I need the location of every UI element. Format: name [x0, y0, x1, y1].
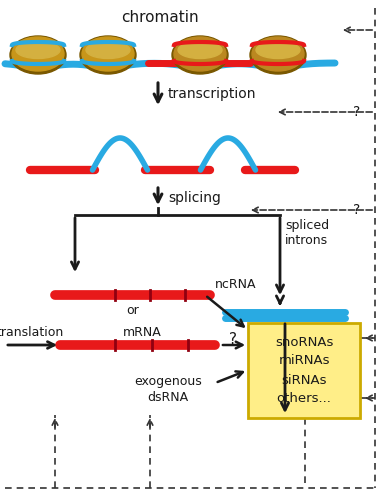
Text: spliced
introns: spliced introns: [285, 218, 329, 247]
Ellipse shape: [256, 41, 300, 58]
Text: ncRNA: ncRNA: [215, 279, 256, 291]
Text: or: or: [126, 304, 139, 318]
Text: ?: ?: [353, 203, 361, 217]
Ellipse shape: [172, 36, 228, 74]
Ellipse shape: [174, 37, 226, 71]
Text: snoRNAs
miRNAs
siRNAs
others...: snoRNAs miRNAs siRNAs others...: [275, 335, 333, 406]
Text: ?: ?: [229, 332, 237, 347]
FancyBboxPatch shape: [248, 323, 360, 418]
Text: mRNA: mRNA: [123, 326, 162, 338]
Ellipse shape: [80, 36, 136, 74]
Ellipse shape: [82, 37, 134, 71]
Ellipse shape: [12, 37, 64, 71]
Text: exogenous
dsRNA: exogenous dsRNA: [134, 375, 202, 404]
Text: ?: ?: [353, 105, 361, 119]
Ellipse shape: [252, 37, 304, 71]
Text: chromatin: chromatin: [121, 10, 199, 25]
Ellipse shape: [250, 36, 306, 74]
Ellipse shape: [178, 41, 222, 58]
Text: translation: translation: [0, 326, 64, 338]
Text: splicing: splicing: [168, 191, 221, 205]
Ellipse shape: [86, 41, 130, 58]
Text: transcription: transcription: [168, 87, 256, 101]
Ellipse shape: [16, 41, 60, 58]
Ellipse shape: [10, 36, 66, 74]
